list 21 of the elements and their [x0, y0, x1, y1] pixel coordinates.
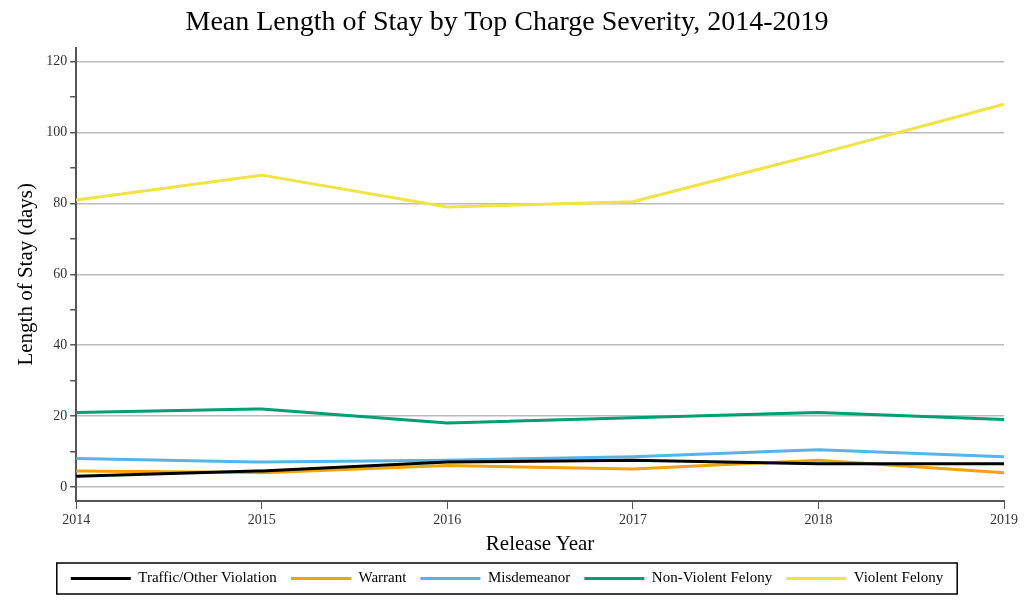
- x-tick-label: 2018: [804, 512, 833, 528]
- x-tick-label: 2015: [247, 512, 276, 528]
- y-tick-label: 0: [60, 478, 68, 494]
- y-tick-label: 100: [46, 124, 68, 140]
- y-tick-label: 20: [53, 407, 68, 423]
- y-tick-label: 120: [46, 53, 68, 69]
- legend-label: Warrant: [358, 569, 408, 586]
- y-tick-label: 60: [53, 265, 68, 281]
- y-tick-label: 80: [53, 195, 68, 211]
- x-tick-label: 2014: [62, 512, 91, 528]
- x-tick-label: 2019: [990, 512, 1018, 528]
- x-tick-label: 2017: [618, 512, 647, 528]
- y-tick-label: 40: [53, 336, 68, 352]
- legend-label: Traffic/Other Violation: [138, 569, 278, 586]
- legend-label: Violent Felony: [853, 569, 944, 586]
- y-axis-title: Length of Stay (days): [13, 183, 38, 366]
- x-tick-label: 2016: [433, 512, 462, 528]
- chart-title: Mean Length of Stay by Top Charge Severity, 2014-2019: [185, 5, 829, 37]
- legend-label: Misdemeanor: [487, 569, 571, 586]
- legend-label: Non-Violent Felony: [651, 569, 773, 586]
- x-axis-title: Release Year: [485, 530, 595, 555]
